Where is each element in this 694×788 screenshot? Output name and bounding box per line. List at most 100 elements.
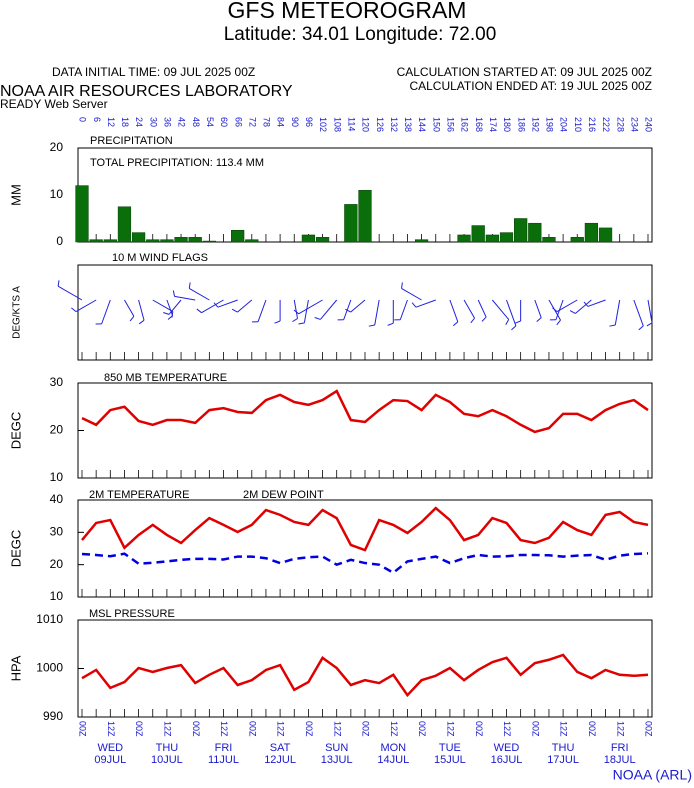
- wind-barb: [569, 299, 592, 314]
- barb-staff: [556, 299, 578, 313]
- z-label: 00Z: [78, 721, 88, 737]
- barb-staff: [201, 299, 224, 314]
- precip-bar: [584, 222, 599, 243]
- wind-barb: [124, 299, 135, 322]
- barb-staff: [374, 299, 380, 326]
- y-axis-label: HPA: [8, 655, 23, 681]
- wind-barb: [609, 299, 621, 327]
- barb-staff: [319, 299, 338, 320]
- date-label: 15JUL: [434, 754, 466, 766]
- z-label: 00Z: [587, 721, 597, 737]
- barb-feather: [292, 318, 298, 323]
- barb-feather: [71, 307, 77, 312]
- series-line: [81, 653, 649, 698]
- barb-staff: [166, 299, 174, 316]
- wind-barb: [387, 300, 394, 326]
- wind-barb: [401, 282, 422, 301]
- precip-bar: [570, 237, 584, 243]
- wind-barb: [293, 299, 323, 315]
- wind-barb: [95, 299, 111, 325]
- wind-barb: [163, 299, 182, 315]
- day-label: WED: [97, 742, 123, 754]
- panel-title: PRECIPITATION: [90, 135, 173, 147]
- day-label: SAT: [270, 742, 291, 754]
- hour-label: 180: [502, 117, 512, 132]
- hour-label: 120: [361, 117, 371, 132]
- barb-feather: [129, 315, 135, 322]
- hour-label: 84: [276, 117, 286, 127]
- date-label: 13JUL: [321, 754, 353, 766]
- y-tick-label: 0: [56, 234, 63, 248]
- z-label: 00Z: [361, 721, 371, 737]
- barb-feather: [609, 324, 616, 327]
- title: GFS METEOROGRAM: [228, 0, 467, 23]
- barb-feather: [172, 290, 176, 297]
- hour-label: 60: [219, 117, 229, 127]
- barb-feather: [411, 302, 417, 308]
- hour-label: 96: [304, 117, 314, 127]
- wind-barb: [491, 299, 510, 325]
- precip-bar: [89, 239, 103, 243]
- y-tick-label: 20: [50, 557, 64, 571]
- barb-staff: [303, 299, 309, 323]
- z-label: 00Z: [474, 721, 484, 737]
- precip-bar: [542, 237, 556, 243]
- hour-label: 66: [233, 117, 243, 127]
- wind-barb: [213, 299, 238, 308]
- y-tick-label: 20: [50, 140, 64, 154]
- hour-label: 210: [573, 117, 583, 132]
- precip-bar: [231, 230, 245, 243]
- barb-staff: [574, 299, 592, 314]
- wind-barb: [337, 299, 352, 321]
- subtitle: Latitude: 34.01 Longitude: 72.00: [224, 24, 497, 45]
- precip-bar: [131, 232, 146, 243]
- hour-label: 192: [530, 117, 540, 132]
- wind-barb: [345, 299, 366, 313]
- panel-title: 850 MB TEMPERATURE: [104, 372, 227, 384]
- z-label: 00Z: [304, 721, 314, 737]
- barb-feather: [514, 320, 521, 324]
- z-label: 12Z: [389, 721, 399, 737]
- y-axis-label: DEG/KTS A: [12, 286, 23, 339]
- precip-bar: [188, 237, 202, 243]
- hour-label: 78: [262, 117, 272, 127]
- hour-label: 0: [78, 117, 88, 122]
- y-tick-label: 10: [50, 470, 64, 484]
- wind-barb: [449, 299, 459, 327]
- wind-barb: [71, 299, 97, 313]
- legend-label: 2M TEMPERATURE: [89, 489, 189, 501]
- barb-feather: [231, 308, 238, 313]
- barb-feather: [163, 311, 170, 315]
- hour-label: 48: [191, 117, 201, 127]
- z-label: 00Z: [247, 721, 257, 737]
- precip-bar: [315, 237, 330, 243]
- panel-frame: [77, 382, 653, 479]
- barb-staff: [463, 299, 475, 319]
- z-label: 12Z: [332, 721, 342, 737]
- wind-barb: [368, 299, 380, 327]
- precip-bar: [160, 239, 174, 243]
- barb-feather: [505, 319, 510, 325]
- hour-label: 228: [615, 117, 625, 132]
- barb-feather: [569, 310, 576, 314]
- server: READY Web Server: [0, 97, 108, 111]
- wind-barb: [298, 299, 309, 325]
- wind-barb: [394, 299, 408, 321]
- day-label: TUE: [439, 742, 461, 754]
- precip-bar: [598, 227, 613, 243]
- hour-label: 198: [545, 117, 555, 132]
- z-label: 12Z: [615, 721, 625, 737]
- hour-label: 216: [587, 117, 597, 132]
- barb-feather: [298, 322, 305, 325]
- hour-label: 18: [120, 117, 130, 127]
- series-line: [81, 552, 649, 575]
- hour-label: 186: [516, 117, 526, 132]
- z-label: 12Z: [163, 721, 173, 737]
- hour-label: 150: [431, 117, 441, 132]
- hour-label: 222: [601, 117, 611, 132]
- wind-barb: [314, 299, 338, 320]
- initial-time: DATA INITIAL TIME: 09 JUL 2025 00Z: [52, 65, 255, 79]
- barb-feather: [638, 325, 644, 331]
- day-label: MON: [380, 742, 406, 754]
- hour-label: 126: [375, 117, 385, 132]
